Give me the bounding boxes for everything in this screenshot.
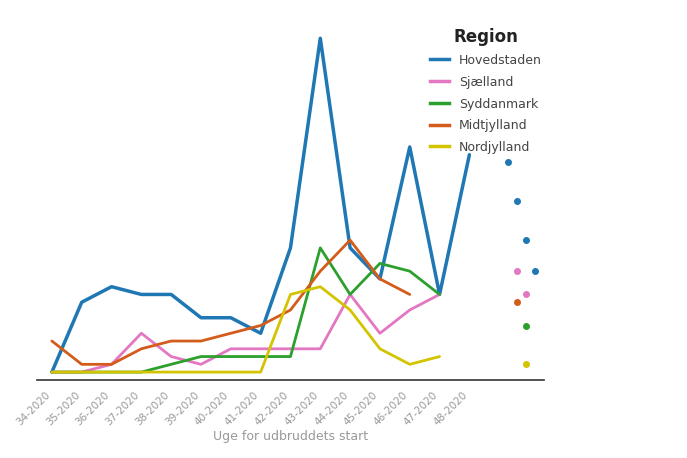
Legend: Hovedstaden, Sjælland, Syddanmark, Midtjylland, Nordjylland: Hovedstaden, Sjælland, Syddanmark, Midtj… [424,21,548,160]
X-axis label: Uge for udbruddets start: Uge for udbruddets start [213,430,368,443]
